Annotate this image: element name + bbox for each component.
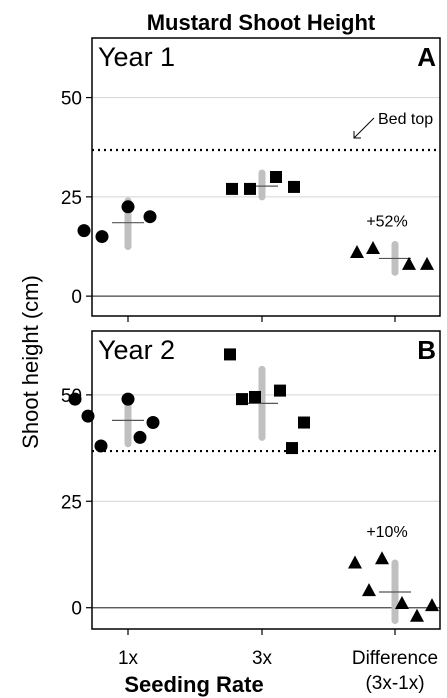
data-point-difference-3 <box>395 595 409 609</box>
data-point-1x-3 <box>121 392 135 406</box>
data-point-3x-0 <box>226 182 238 195</box>
panel-b-year-label: Year 2 <box>98 335 175 365</box>
data-point-1x-3 <box>143 210 157 224</box>
y-tick-label-25: 25 <box>61 188 82 209</box>
data-point-difference-2 <box>402 256 416 270</box>
panel-a-data-marks <box>77 169 434 276</box>
panel-a-difference-percent: +52% <box>366 213 407 230</box>
data-point-3x-3 <box>288 180 300 193</box>
category-label-1x: 1x <box>118 648 139 669</box>
data-point-difference-0 <box>350 244 364 258</box>
data-point-3x-1 <box>236 393 248 406</box>
panel-a: 0 25 50 Year 1 A Bed top +52% <box>61 37 441 322</box>
panel-a-letter: A <box>417 42 436 72</box>
data-point-3x-2 <box>270 171 282 183</box>
data-point-1x-0 <box>68 392 82 406</box>
x-axis-label: Seeding Rate <box>124 672 263 697</box>
panel-a-frame <box>91 37 441 317</box>
data-point-difference-3 <box>420 256 434 270</box>
panel-a-x-ticks <box>127 316 396 322</box>
data-point-difference-0 <box>348 555 362 569</box>
chart-title: Mustard Shoot Height <box>147 10 376 35</box>
data-point-1x-4 <box>133 430 147 444</box>
panel-b-frame <box>91 330 441 630</box>
y-tick-label-0: 0 <box>71 599 82 620</box>
data-point-difference-1 <box>366 240 380 254</box>
panel-b-difference-percent: +10% <box>366 524 407 541</box>
y-tick-label-50: 50 <box>61 89 82 110</box>
data-point-1x-0 <box>77 224 91 238</box>
panel-b-data-marks <box>68 348 439 624</box>
data-point-3x-1 <box>244 182 256 195</box>
data-point-1x-5 <box>146 416 160 430</box>
panel-b-x-ticks <box>127 629 396 635</box>
y-axis-label: Shoot height (cm) <box>18 275 43 449</box>
data-point-3x-4 <box>286 442 298 455</box>
data-point-difference-2 <box>375 551 389 565</box>
y-tick-label-25: 25 <box>61 492 82 513</box>
data-point-1x-1 <box>95 230 109 244</box>
panel-a-gridlines <box>92 97 440 297</box>
data-point-difference-4 <box>410 608 424 622</box>
y-tick-label-0: 0 <box>71 287 82 308</box>
data-point-3x-3 <box>274 384 286 397</box>
panel-a-bed-top-label: Bed top <box>378 111 433 128</box>
data-point-1x-2 <box>94 439 108 453</box>
category-label-3x: 3x <box>252 648 273 669</box>
panel-b-letter: B <box>417 335 436 365</box>
bed-top-arrow-shaft <box>353 117 375 139</box>
y-axis-label-group: Shoot height (cm) <box>18 275 43 449</box>
bed-top-arrow-head <box>353 130 361 139</box>
category-sublabel-difference: (3x-1x) <box>365 673 424 694</box>
panel-a-bed-top-arrow <box>353 117 375 139</box>
data-point-3x-2 <box>249 390 261 403</box>
data-point-3x-0 <box>224 348 236 361</box>
category-label-difference: Difference <box>352 648 438 669</box>
data-point-difference-1 <box>362 583 376 597</box>
data-point-3x-5 <box>298 416 310 429</box>
panel-b-gridlines <box>92 394 440 609</box>
panel-a-year-label: Year 1 <box>98 42 175 72</box>
data-point-1x-2 <box>121 200 135 214</box>
data-point-difference-5 <box>425 598 439 612</box>
panel-a-y-ticks: 0 25 50 <box>61 89 92 308</box>
